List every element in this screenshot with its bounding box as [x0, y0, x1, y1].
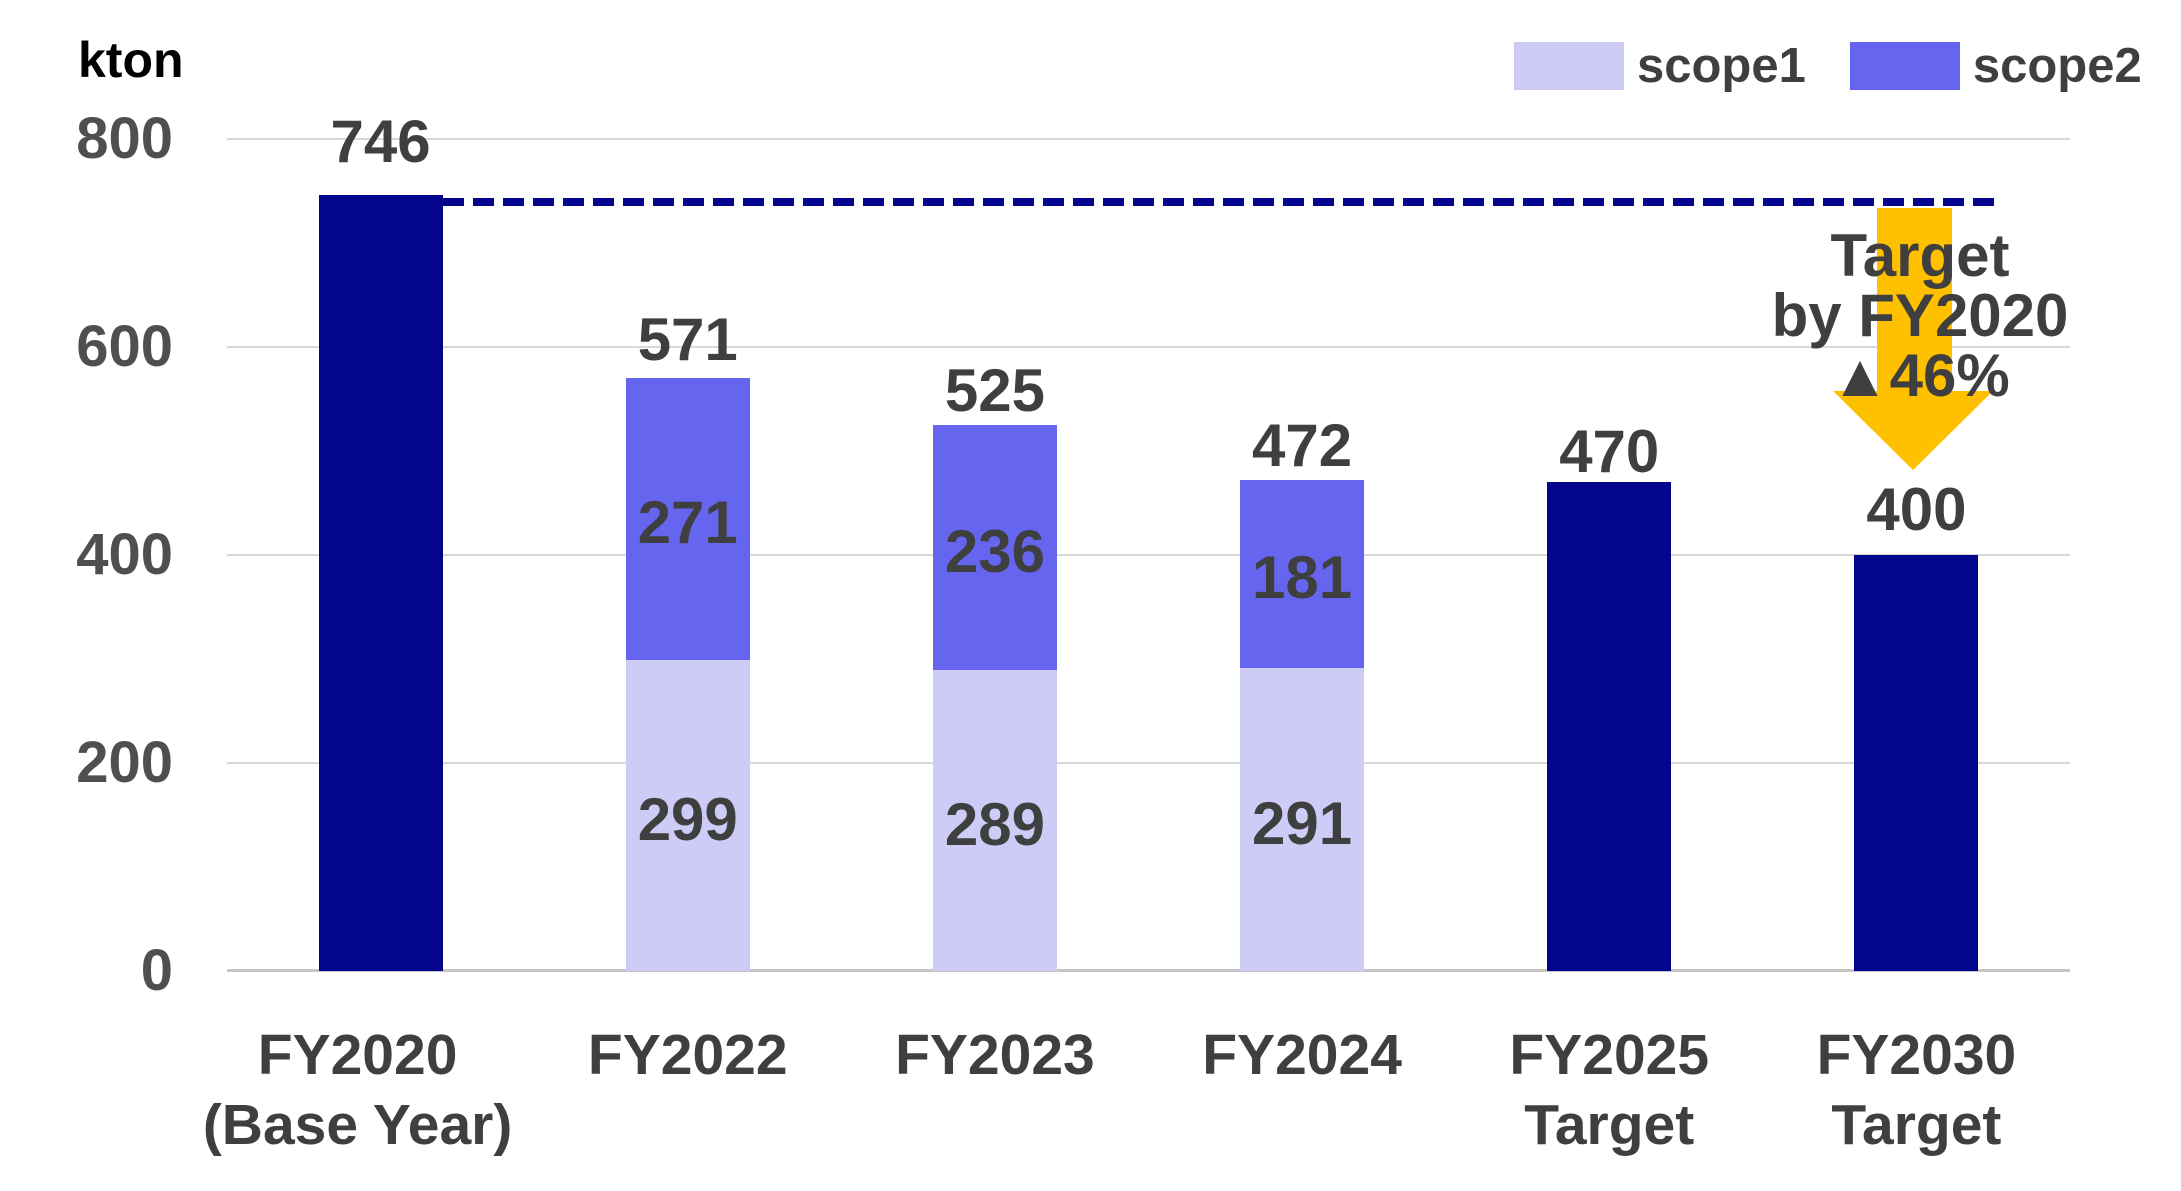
y-tick-label: 600 [76, 314, 173, 379]
down-arrow-shape [1833, 208, 1993, 470]
y-tick-label: 800 [76, 106, 173, 171]
x-category-label: FY2023 [895, 1023, 1095, 1087]
y-tick-label: 200 [76, 730, 173, 795]
x-category-label: (Base Year) [202, 1093, 513, 1157]
bar-4-segment-total [1547, 482, 1672, 971]
annotation-line: by FY2020 [1771, 282, 2069, 349]
x-category-label: FY2030 [1816, 1023, 2017, 1087]
bar-2-segment-scope2 [932, 425, 1057, 671]
y-axis-unit-label: kton [78, 32, 184, 88]
total-value-label: 525 [944, 357, 1045, 424]
bar-5-segment-total [1854, 555, 1979, 971]
total-value-label: 470 [1559, 418, 1660, 486]
gridline [227, 138, 2070, 140]
total-value-label: 472 [1252, 412, 1353, 480]
x-axis-line [227, 969, 2070, 972]
legend-label-scope1: scope1 [1637, 39, 1806, 93]
legend-swatch-scope1 [1514, 42, 1624, 90]
legend-entry-scope2: scope2 [1849, 39, 2142, 93]
bar-1-segment-scope1 [625, 660, 750, 971]
segment-value-label: 291 [1252, 789, 1353, 857]
target-annotation: Target by FY2020 ▲46% [1620, 226, 2181, 406]
segment-value-label: 181 [1252, 544, 1353, 612]
x-category-label: Target [1524, 1093, 1695, 1157]
reference-dashed-line [442, 198, 1994, 206]
bar-3-segment-scope2 [1240, 480, 1365, 669]
target-reduction-arrow-icon [1833, 208, 1993, 470]
segment-value-label: 236 [944, 517, 1045, 585]
bar-2-segment-scope1 [932, 670, 1057, 971]
x-category-label: FY2022 [587, 1023, 788, 1087]
segment-value-label: 289 [944, 790, 1045, 858]
total-value-label: 400 [1866, 476, 1967, 543]
x-category-label: FY2025 [1509, 1023, 1710, 1087]
legend-swatch-scope2 [1849, 42, 1960, 90]
total-value-label: 571 [637, 306, 738, 374]
gridline [227, 762, 2070, 764]
legend-label-scope2: scope2 [1972, 39, 2142, 93]
x-category-label: Target [1831, 1093, 2002, 1157]
y-tick-label: 400 [76, 522, 173, 587]
annotation-line: Target [1830, 222, 2010, 289]
legend-entry-scope1: scope1 [1514, 39, 1806, 93]
bar-1-segment-scope2 [625, 378, 750, 661]
gridline [227, 554, 2070, 556]
bar-0-segment-total [318, 195, 443, 971]
y-tick-label: 0 [140, 938, 173, 1003]
gridline [227, 346, 2070, 348]
total-value-label: 746 [330, 108, 431, 176]
bar-3-segment-scope1 [1240, 668, 1365, 971]
x-category-label: FY2024 [1202, 1023, 1402, 1087]
segment-value-label: 271 [637, 489, 738, 557]
legend: scope1 scope2 [1514, 39, 2142, 93]
annotation-line: ▲46% [1830, 342, 2010, 409]
x-category-label: FY2020 [257, 1023, 458, 1087]
segment-value-label: 299 [637, 785, 738, 853]
